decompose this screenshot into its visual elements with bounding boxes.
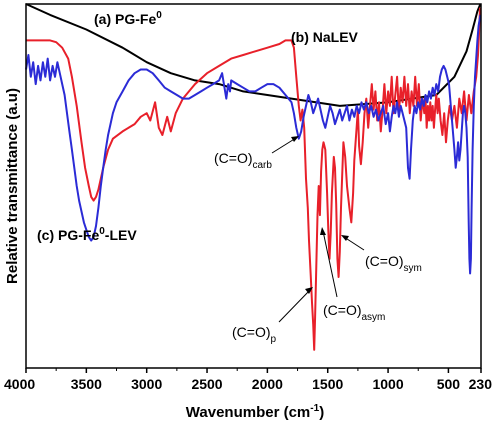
x-axis-title-close: ) [319, 404, 324, 421]
annotation-sym-main: (C=O) [365, 253, 404, 269]
svg-text:(C=O)sym: (C=O)sym [365, 253, 422, 274]
ticks-layer: 4000 3500 3000 2500 2000 1500 1000 500 230 [4, 368, 492, 392]
legend-label-c: (c) PG-Fe0-LEV [37, 226, 137, 243]
x-axis-title-sup: -1 [310, 403, 319, 414]
series-line-b [26, 7, 481, 351]
x-tick-label: 500 [437, 376, 461, 392]
x-axis-title: Wavenumber (cm-1) [186, 403, 324, 421]
annotation-sym: (C=O)sym [341, 235, 422, 274]
annotation-asym: (C=O)asym [320, 227, 385, 323]
annotation-p-main: (C=O) [232, 324, 271, 340]
series-layer [25, 3, 482, 351]
legend-label-a: (a) PG-Fe0 [94, 10, 162, 27]
legend-label-a-sup: 0 [156, 10, 162, 21]
annotation-carb-sub: carb [253, 160, 273, 171]
legend-label-c-name: (c) PG-Fe [37, 227, 99, 243]
annotation-asym-arrow [322, 230, 338, 298]
annotation-sym-sub: sym [404, 263, 422, 274]
annotation-sym-arrowhead [341, 235, 349, 241]
svg-text:(C=O)asym: (C=O)asym [323, 302, 385, 323]
x-tick-label: 2000 [252, 376, 283, 392]
annotation-carb-arrow [271, 137, 297, 154]
y-axis-title-text: Relative transmittance (a.u) [4, 88, 21, 284]
plot-frame [25, 3, 482, 369]
svg-text:(C=O)p: (C=O)p [232, 324, 277, 345]
y-axis-title: Relative transmittance (a.u) [4, 88, 21, 284]
annotation-p-sub: p [271, 334, 277, 345]
svg-text:Wavenumber (cm-1): Wavenumber (cm-1) [186, 403, 324, 421]
x-tick-label: 3500 [71, 376, 102, 392]
legend-label-c-sup: 0 [99, 226, 105, 237]
annotation-asym-main: (C=O) [323, 302, 362, 318]
series-line-a [25, 3, 482, 107]
annotation-carb: (C=O)carb [214, 136, 299, 171]
annotation-asym-sub: asym [362, 312, 386, 323]
annotation-p-arrowhead [305, 287, 313, 294]
svg-text:(a) PG-Fe0: (a) PG-Fe0 [94, 10, 162, 27]
legend-label-b-name: (b) NaLEV [291, 29, 359, 45]
x-tick-label: 2500 [191, 376, 222, 392]
x-tick-label: 1500 [312, 376, 343, 392]
svg-text:(c) PG-Fe0-LEV: (c) PG-Fe0-LEV [37, 226, 137, 243]
annotation-asym-arrowhead [320, 227, 326, 235]
legend-label-c-suffix: -LEV [105, 227, 138, 243]
annotation-carb-main: (C=O) [214, 150, 253, 166]
x-tick-label: 3000 [131, 376, 162, 392]
x-tick-label: 1000 [372, 376, 403, 392]
x-axis-title-text: Wavenumber (cm [186, 404, 310, 421]
legend-label-b: (b) NaLEV [291, 29, 359, 45]
x-tick-label: 4000 [4, 376, 35, 392]
svg-text:(C=O)carb: (C=O)carb [214, 150, 272, 171]
x-tick-label: 230 [469, 376, 493, 392]
annotation-sym-arrow [343, 236, 365, 251]
annotation-carb-arrowhead [291, 136, 299, 142]
legend-label-a-name: (a) PG-Fe [94, 11, 156, 27]
annotation-p-arrow [278, 289, 311, 323]
annotation-p: (C=O)p [232, 287, 313, 345]
series-line-c [25, 14, 482, 275]
